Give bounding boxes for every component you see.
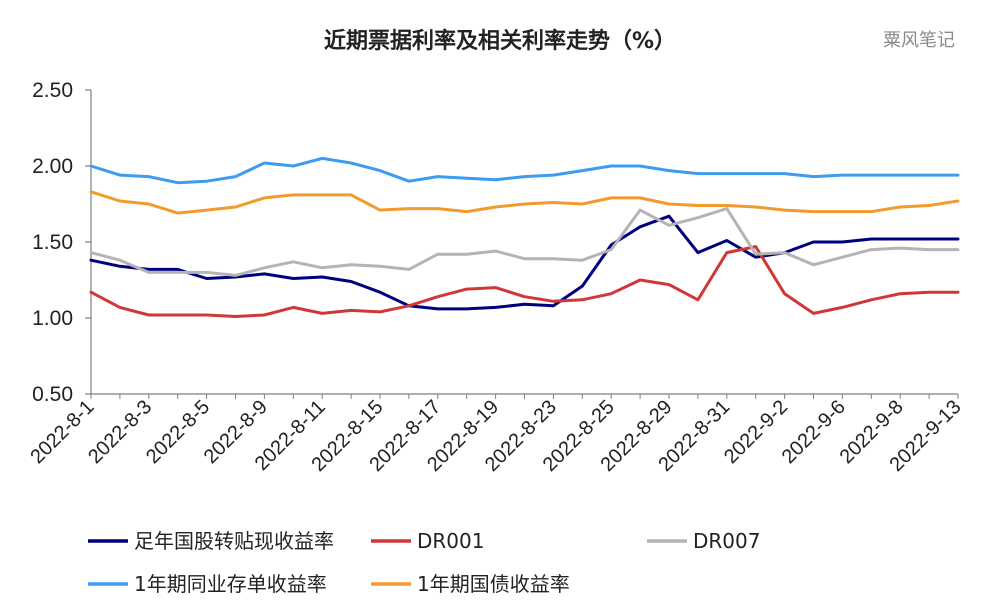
legend-label-1: DR001 (417, 529, 484, 553)
x-axis-ticks: 2022-8-12022-8-32022-8-52022-8-92022-8-1… (26, 394, 966, 476)
series-line-2 (89, 207, 960, 277)
y-axis-ticks: 2.50 2.00 1.50 1.00 0.50 (32, 79, 91, 406)
y-tick-label: 0.50 (32, 383, 73, 406)
series-lines (89, 156, 960, 318)
y-tick-label: 1.50 (32, 231, 73, 254)
series-line-4 (89, 190, 960, 215)
legend-label-3: 1年期同业存单收益率 (134, 572, 327, 596)
y-tick-label: 2.00 (32, 155, 73, 178)
series-line-0 (89, 214, 960, 311)
chart-title: 近期票据利率及相关利率走势（%） (324, 28, 676, 54)
watermark-text: 粟风笔记 (883, 30, 955, 51)
legend: 足年国股转贴现收益率 DR001 DR007 1年期同业存单收益率 1年期国债收益率 (88, 529, 760, 596)
y-tick-label: 2.50 (32, 79, 73, 102)
legend-label-4: 1年期国债收益率 (417, 572, 570, 596)
legend-label-0: 足年国股转贴现收益率 (134, 529, 334, 553)
legend-label-2: DR007 (693, 529, 760, 553)
series-line-1 (89, 245, 960, 318)
y-tick-label: 1.00 (32, 307, 73, 330)
series-line-3 (89, 156, 960, 185)
